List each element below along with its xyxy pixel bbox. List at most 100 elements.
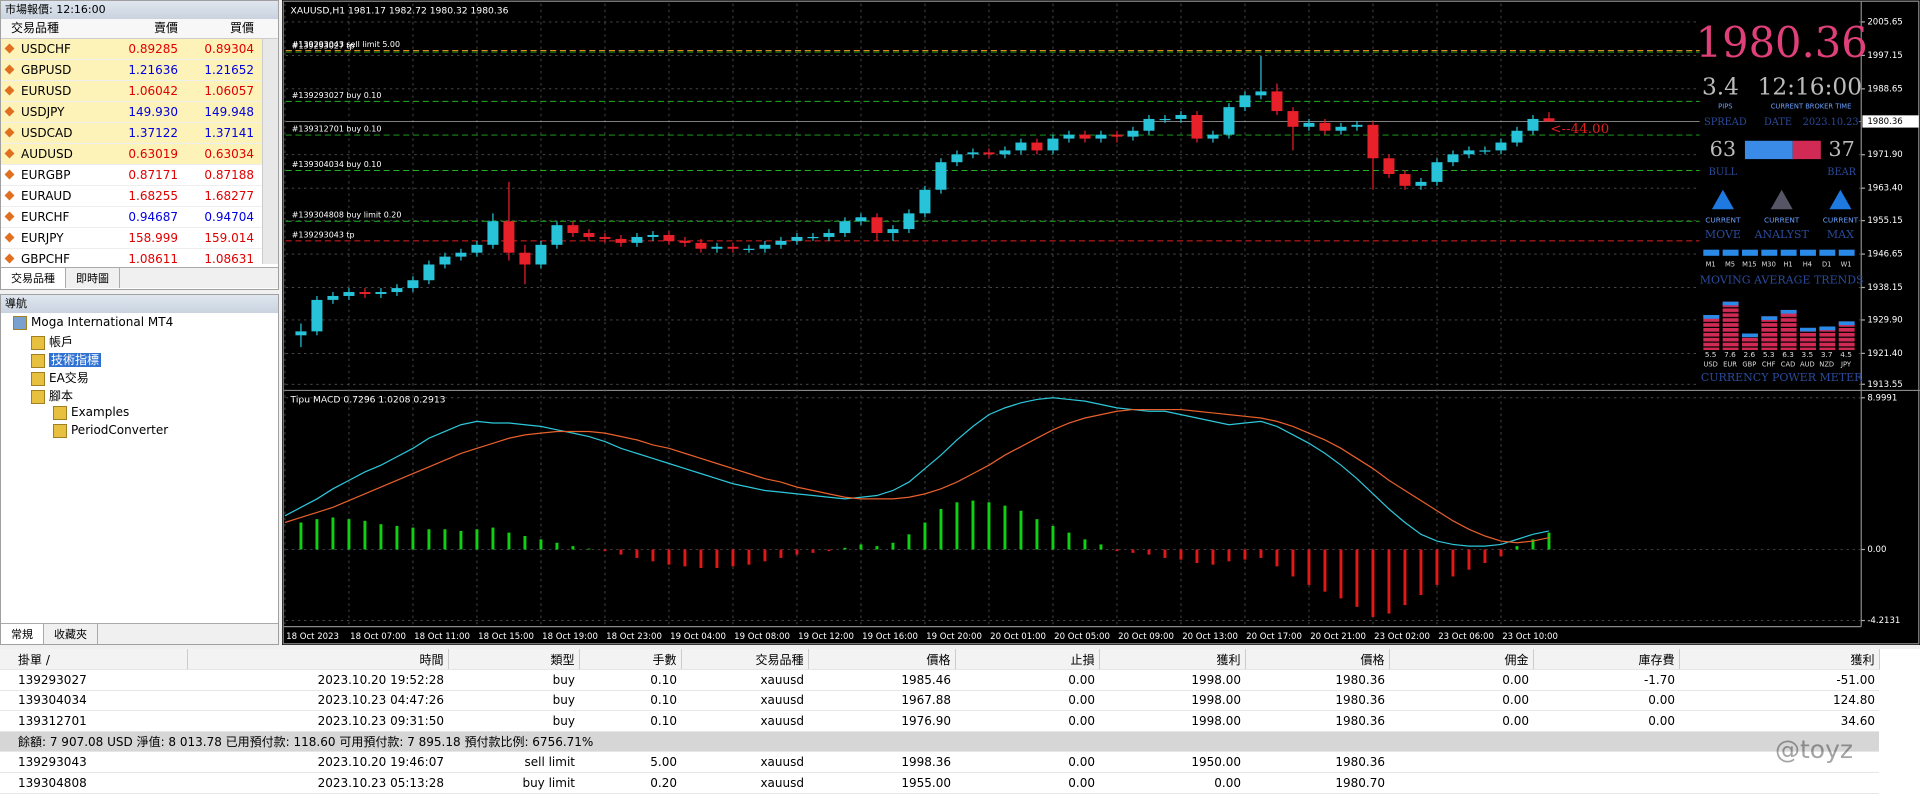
dashboard-text: 12:16:00 — [1758, 74, 1862, 101]
x-tick-label: 23 Oct 02:00 — [1374, 632, 1430, 642]
x-tick-label: 19 Oct 08:00 — [734, 632, 790, 642]
quote-row: USDJPY 149.930 149.948 — [1, 102, 262, 123]
symbol: EURCHF — [21, 210, 70, 224]
indicator-line — [284, 408, 1550, 544]
candle-body — [359, 292, 371, 295]
x-tick-label: 20 Oct 21:00 — [1310, 632, 1366, 642]
column-header: 止損 — [955, 649, 1100, 670]
y-tick-label: 1929.90 — [1867, 315, 1902, 325]
dashboard-text: EUR — [1723, 361, 1737, 369]
cell: xauusd — [681, 690, 808, 712]
dashboard-text: AUD — [1800, 361, 1815, 369]
tab[interactable]: 即時圖 — [66, 268, 120, 288]
cell: buy — [448, 669, 579, 691]
bid: 1.08611 — [128, 252, 178, 264]
column-header: 交易品種 — [11, 21, 60, 35]
trend-box — [1819, 249, 1836, 256]
cell: 0.00 — [1389, 690, 1533, 712]
cell: -51.00 — [1679, 669, 1879, 691]
dashboard-text: M15 — [1742, 260, 1756, 268]
histogram-bar — [811, 549, 815, 553]
power-cap — [1838, 321, 1855, 326]
tab[interactable]: 收藏夾 — [44, 624, 98, 644]
tab[interactable]: 常規 — [1, 624, 44, 644]
y-tick-label: 1971.90 — [1867, 150, 1902, 160]
histogram-bar — [1371, 549, 1375, 617]
cell: 0.00 — [1099, 772, 1245, 794]
cell — [1389, 751, 1533, 773]
panel-title: 市場報價: 12:16:00 — [1, 1, 278, 19]
terminal: 掛單 / 時間 類型 手數 交易品種 價格 止損 獲利 價格 佣金 庫存費 獲利 139293027 20… — [0, 649, 1920, 796]
candle-body — [1527, 118, 1539, 131]
dashboard-text: DATE — [1764, 117, 1792, 128]
histogram-bar — [1003, 505, 1007, 550]
tree-root[interactable]: Moga International MT4 — [13, 315, 173, 330]
candle-body — [663, 234, 675, 241]
x-tick-label: 23 Oct 06:00 — [1438, 632, 1494, 642]
cell: 0.00 — [1533, 690, 1679, 712]
cell: 5.00 — [579, 751, 681, 773]
cell: 1980.36 — [1245, 669, 1389, 691]
tree-item[interactable]: 技術指標 — [31, 351, 102, 368]
tree-item[interactable]: PeriodConverter — [53, 423, 168, 438]
dashboard-text: 6.3 — [1782, 350, 1794, 359]
histogram-bar — [587, 548, 591, 550]
histogram-bar — [987, 502, 991, 550]
histogram-bar — [1147, 549, 1151, 555]
power-cap — [1722, 301, 1739, 306]
dashboard-text: PIPS — [1718, 102, 1732, 110]
cell — [1533, 772, 1679, 794]
candle-body — [407, 280, 419, 289]
tab[interactable]: 交易品種 — [1, 268, 66, 288]
cell: 0.00 — [955, 751, 1099, 773]
dashboard-text: 3.4 — [1702, 74, 1739, 101]
histogram-bar — [379, 524, 383, 550]
navigator: 導航 Moga International MT4 帳戶 技術指標 EA交易 腳… — [0, 294, 279, 645]
power-bar — [1819, 326, 1836, 351]
histogram-bar — [1355, 549, 1359, 607]
power-bar — [1703, 315, 1720, 351]
y-tick-label: -4.2131 — [1867, 616, 1900, 626]
histogram-bar — [1403, 549, 1407, 606]
histogram-bar — [891, 542, 895, 550]
symbol: EURJPY — [21, 231, 64, 245]
histogram-bar — [299, 522, 303, 550]
candle-body — [1479, 150, 1491, 152]
indicator-line — [284, 397, 1550, 547]
tree-label: 技術指標 — [49, 353, 102, 367]
row-icon — [4, 148, 15, 159]
ask: 159.014 — [204, 231, 254, 245]
tree-item[interactable]: 腳本 — [31, 387, 73, 404]
power-bar — [1741, 333, 1758, 351]
cell: xauusd — [681, 669, 808, 691]
tab-bar: 常規 收藏夾 — [1, 623, 278, 644]
dashboard-text: 2.6 — [1744, 350, 1756, 359]
tree-item[interactable]: Examples — [53, 405, 129, 420]
tree-item[interactable]: 帳戶 — [31, 333, 73, 350]
watermark: @toyz — [1775, 735, 1854, 764]
trend-box — [1780, 249, 1797, 256]
column-header: 獲利 — [1099, 649, 1246, 670]
dashboard-text: NZD — [1819, 361, 1834, 369]
ask: 0.63034 — [204, 147, 254, 161]
candle-body — [327, 295, 339, 300]
ask: 0.89304 — [204, 42, 254, 56]
order-label: #139312701 buy 0.10 — [292, 124, 382, 133]
histogram-bar — [1339, 549, 1343, 599]
histogram-bar — [939, 509, 943, 550]
dashboard-text: 4.5 — [1840, 350, 1852, 359]
dashboard-text: CURRENT — [1705, 215, 1741, 224]
candle-body — [615, 238, 627, 243]
cell: 0.10 — [579, 690, 681, 712]
column-header: 買價 — [229, 21, 254, 35]
candle-body — [1287, 111, 1299, 127]
histogram-bar — [363, 520, 367, 550]
y-tick-label: 1988.65 — [1867, 84, 1902, 94]
tree-item[interactable]: EA交易 — [31, 369, 89, 386]
histogram-bar — [507, 532, 511, 550]
histogram-bar — [1387, 549, 1391, 614]
symbol: GBPCHF — [21, 252, 71, 264]
dashboard-text: BULL — [1709, 167, 1738, 178]
bid: 1.68255 — [128, 189, 178, 203]
candle-body — [1239, 95, 1251, 108]
